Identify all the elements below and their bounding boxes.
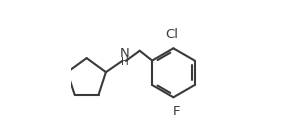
Text: N: N [119,46,129,60]
Text: F: F [173,105,180,118]
Text: H: H [121,57,128,67]
Text: Cl: Cl [166,28,178,41]
